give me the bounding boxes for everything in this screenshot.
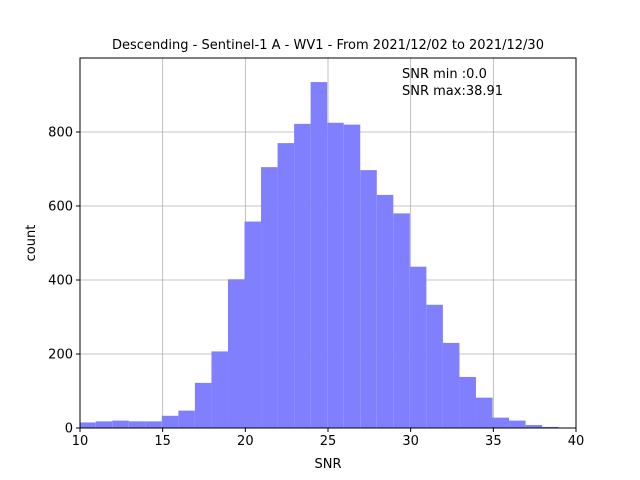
x-axis-label: SNR	[314, 457, 341, 472]
x-tick-label: 30	[402, 434, 419, 449]
histogram-bar	[95, 421, 113, 428]
histogram-bar	[178, 410, 195, 428]
chart-title: Descending - Sentinel-1 A - WV1 - From 2…	[112, 38, 544, 53]
histogram-bar	[227, 279, 245, 428]
y-axis-ticks: 0 200 400 600 800	[48, 126, 80, 437]
histogram-bar	[128, 421, 146, 428]
x-tick-label: 10	[72, 434, 89, 449]
x-tick-label: 15	[154, 434, 171, 449]
histogram-bar	[542, 426, 559, 428]
histogram-bar	[145, 421, 162, 428]
histogram-bar	[475, 397, 493, 428]
histogram-bar	[426, 304, 443, 428]
histogram-bar	[277, 143, 295, 428]
y-axis-label: count	[24, 225, 39, 262]
y-tick-label: 200	[48, 348, 73, 363]
histogram-bar	[442, 342, 460, 428]
histogram-bar	[211, 351, 228, 428]
y-tick-label: 600	[48, 200, 73, 215]
histogram-bar	[261, 167, 278, 428]
x-tick-label: 25	[320, 434, 337, 449]
snr-max-annotation: SNR max:38.91	[402, 84, 503, 99]
histogram-bar	[294, 123, 311, 429]
histogram-bar	[393, 213, 410, 428]
histogram-bar	[112, 420, 129, 428]
histogram-bar	[509, 420, 526, 428]
histogram-bar	[459, 376, 476, 428]
histogram-bar	[194, 382, 212, 428]
histogram-bar	[244, 221, 262, 428]
histogram-bars	[80, 82, 559, 429]
histogram-bar	[525, 425, 543, 428]
x-tick-label: 20	[237, 434, 254, 449]
x-tick-label: 35	[485, 434, 502, 449]
y-tick-label: 0	[65, 422, 73, 437]
histogram-bar	[80, 422, 96, 428]
y-tick-label: 800	[48, 126, 73, 141]
snr-min-annotation: SNR min :0.0	[402, 67, 487, 82]
x-tick-label: 40	[568, 434, 585, 449]
histogram-bar	[360, 170, 377, 429]
histogram-bar	[343, 124, 361, 428]
histogram-bar	[409, 266, 427, 428]
histogram-bar	[161, 415, 179, 428]
histogram-bar	[327, 122, 344, 428]
y-tick-label: 400	[48, 274, 73, 289]
histogram-bar	[310, 82, 328, 429]
x-axis-ticks: 10 15 20 25 30 35 40	[72, 428, 585, 449]
histogram-bar	[492, 417, 510, 428]
histogram-bar	[376, 194, 394, 428]
